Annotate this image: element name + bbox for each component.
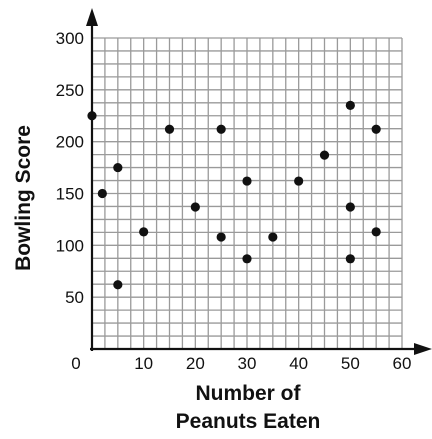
y-tick-label: 150	[56, 185, 84, 204]
data-point	[371, 227, 381, 237]
y-tick-label: 50	[65, 288, 84, 307]
x-tick-label: 10	[134, 354, 153, 373]
data-point	[345, 100, 355, 110]
data-point	[113, 280, 123, 290]
data-points	[87, 100, 381, 290]
data-point	[345, 202, 355, 212]
grid	[92, 37, 403, 349]
y-tick-label: 100	[56, 236, 84, 255]
data-point	[139, 227, 149, 237]
y-tick-label: 250	[56, 81, 84, 100]
x-axis-arrow	[414, 343, 432, 355]
data-point	[268, 232, 278, 242]
data-point	[371, 124, 381, 134]
data-point	[216, 124, 226, 134]
data-point	[319, 150, 330, 160]
x-axis-title-line-2: Peanuts Eaten	[176, 410, 321, 433]
x-tick-label: 30	[238, 354, 257, 373]
data-point	[113, 162, 123, 173]
x-tick-label: 60	[393, 354, 412, 373]
x-tick-label: 0	[71, 354, 80, 373]
axes	[86, 8, 432, 355]
y-axis-title: Bowling Score	[12, 125, 35, 271]
data-point	[87, 111, 97, 121]
y-tick-label: 300	[56, 29, 84, 48]
tick-labels: 0 10 20 30 40 50 60 50 100 150 200 250 300	[56, 29, 412, 373]
data-point	[97, 188, 107, 199]
data-point	[294, 176, 304, 186]
data-point	[242, 176, 252, 186]
y-axis-arrow	[86, 8, 98, 26]
y-tick-label: 200	[56, 133, 84, 152]
data-point	[345, 254, 355, 264]
data-point	[190, 202, 200, 212]
data-point	[242, 254, 252, 264]
x-tick-label: 40	[289, 354, 308, 373]
data-point	[164, 124, 175, 134]
x-axis-title-line-1: Number of	[196, 382, 302, 405]
x-tick-label: 50	[341, 354, 360, 373]
x-tick-label: 20	[186, 354, 205, 373]
data-point	[216, 232, 226, 242]
